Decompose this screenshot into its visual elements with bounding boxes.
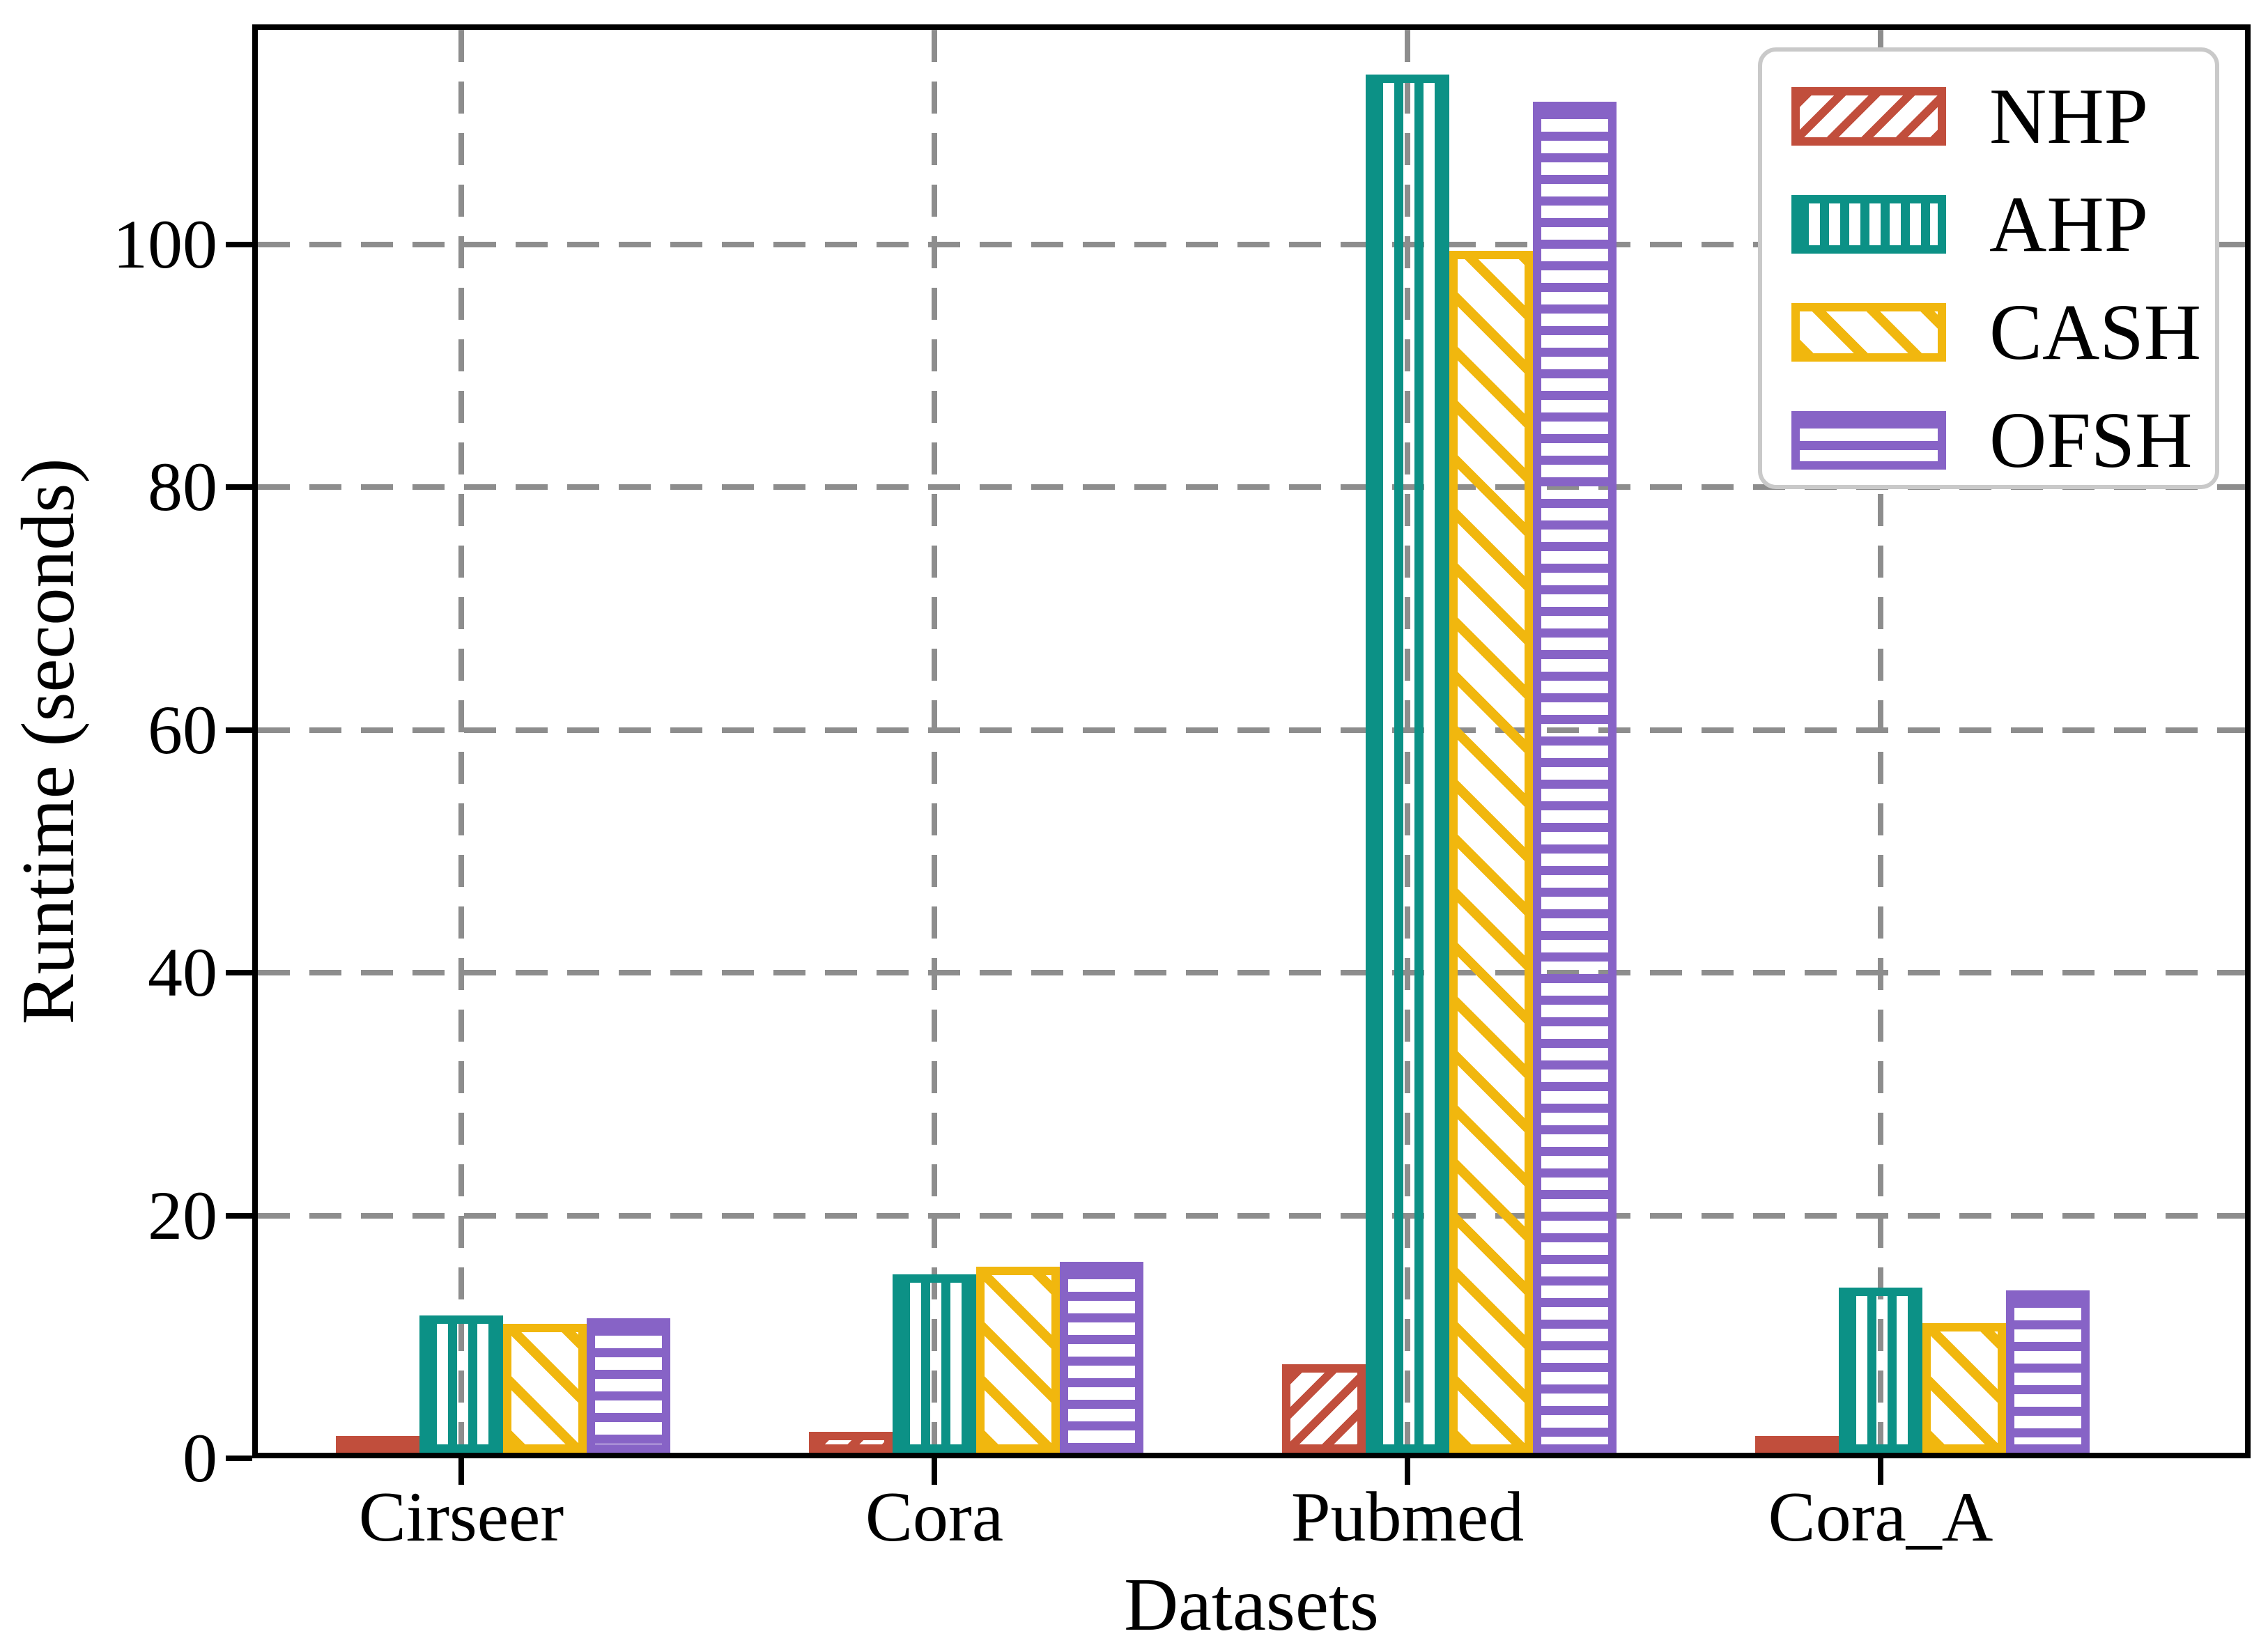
y-tick-20 <box>226 1212 252 1219</box>
legend-item-OFSH: OFSH <box>1791 388 2201 493</box>
x-tick-Cora <box>932 1458 937 1485</box>
y-tick-label-80: 80 <box>148 448 217 525</box>
y-tick-label-100: 100 <box>113 205 217 283</box>
bar-Cora_A-CASH <box>1922 1323 2006 1453</box>
bar-Cirseer-NHP <box>336 1436 419 1453</box>
gridline-x-Cora_A <box>1878 30 1883 1453</box>
legend: NHP AHP CASH OFSH <box>1758 47 2219 489</box>
y-tick-label-40: 40 <box>148 934 217 1011</box>
bar-Pubmed-CASH <box>1449 251 1533 1453</box>
x-tick-label-Cirseer: Cirseer <box>358 1478 564 1557</box>
legend-swatch-NHP-hatch-icon <box>1791 87 1946 146</box>
x-tick-label-Cora_A: Cora_A <box>1768 1478 1993 1557</box>
bar-Cora_A-OFSH <box>2006 1290 2090 1453</box>
y-tick-60 <box>226 727 252 733</box>
legend-label-NHP: NHP <box>1989 72 2149 160</box>
y-tick-80 <box>226 484 252 490</box>
bar-Cora-AHP <box>893 1274 976 1453</box>
y-tick-label-0: 0 <box>183 1419 217 1497</box>
x-tick-Cirseer <box>458 1458 464 1485</box>
legend-label-CASH: CASH <box>1989 288 2202 376</box>
y-tick-40 <box>226 970 252 975</box>
y-tick-label-60: 60 <box>148 690 217 769</box>
x-axis-label: Datasets <box>1124 1564 1379 1646</box>
bar-Cora_A-NHP <box>1755 1436 1839 1453</box>
legend-item-NHP: NHP <box>1791 64 2201 169</box>
x-tick-Pubmed <box>1405 1458 1410 1485</box>
x-tick-label-Cora: Cora <box>865 1478 1004 1557</box>
bar-Pubmed-NHP <box>1282 1364 1366 1453</box>
gridline-y-100 <box>258 241 2245 247</box>
y-tick-label-20: 20 <box>148 1176 217 1254</box>
bar-Pubmed-OFSH <box>1533 102 1617 1453</box>
y-tick-0 <box>226 1456 252 1461</box>
x-tick-Cora_A <box>1878 1458 1883 1485</box>
legend-label-OFSH: OFSH <box>1989 396 2193 484</box>
bar-Cora-OFSH <box>1060 1262 1143 1453</box>
gridline-x-Cirseer <box>458 30 464 1453</box>
legend-item-AHP: AHP <box>1791 172 2201 277</box>
bar-Cora-CASH <box>976 1267 1060 1453</box>
bar-Cora_A-AHP <box>1839 1288 1922 1453</box>
bar-Cirseer-AHP <box>419 1315 503 1453</box>
bar-Cirseer-CASH <box>503 1324 587 1453</box>
x-tick-label-Pubmed: Pubmed <box>1290 1478 1525 1557</box>
legend-label-AHP: AHP <box>1989 180 2149 268</box>
gridline-y-80 <box>258 484 2245 490</box>
legend-item-CASH: CASH <box>1791 280 2201 385</box>
y-tick-100 <box>226 241 252 247</box>
legend-swatch-OFSH-hatch-icon <box>1791 411 1946 470</box>
gridline-y-40 <box>258 970 2245 975</box>
gridline-y-60 <box>258 727 2245 733</box>
legend-swatch-AHP-hatch-icon <box>1791 195 1946 254</box>
legend-swatch-CASH-hatch-icon <box>1791 303 1946 362</box>
bar-Cirseer-OFSH <box>587 1318 670 1453</box>
bar-Pubmed-AHP <box>1366 75 1449 1453</box>
gridline-x-Cora <box>932 30 937 1453</box>
gridline-y-20 <box>258 1212 2245 1219</box>
bar-Cora-NHP <box>809 1432 893 1453</box>
